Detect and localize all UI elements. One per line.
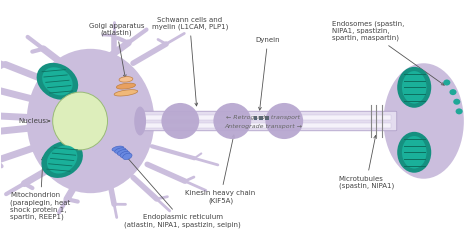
- Ellipse shape: [120, 151, 130, 158]
- Ellipse shape: [112, 146, 124, 151]
- Text: Endoplasmic reticulum
(atlastin, NIPA1, spastizin, seipin): Endoplasmic reticulum (atlastin, NIPA1, …: [124, 155, 241, 228]
- Ellipse shape: [397, 132, 431, 173]
- Text: Anterograde transport →: Anterograde transport →: [224, 124, 302, 129]
- Ellipse shape: [402, 136, 427, 168]
- Ellipse shape: [53, 92, 108, 150]
- Text: Nucleus: Nucleus: [18, 118, 50, 124]
- Ellipse shape: [402, 71, 427, 104]
- Ellipse shape: [213, 103, 251, 139]
- Ellipse shape: [27, 49, 155, 193]
- Ellipse shape: [453, 99, 460, 105]
- Text: Endosomes (spastin,
NIPA1, spastizin,
spartin, maspartin): Endosomes (spastin, NIPA1, spastizin, sp…: [331, 20, 444, 85]
- Ellipse shape: [116, 83, 136, 89]
- Ellipse shape: [41, 141, 83, 178]
- Ellipse shape: [119, 77, 133, 82]
- Ellipse shape: [265, 103, 303, 139]
- Ellipse shape: [397, 67, 431, 108]
- Text: ← Retrograde transport: ← Retrograde transport: [226, 115, 300, 120]
- Ellipse shape: [117, 150, 128, 155]
- Ellipse shape: [161, 103, 199, 139]
- Text: Kinesin heavy chain
(KIF5A): Kinesin heavy chain (KIF5A): [185, 135, 255, 204]
- Text: Mitochondrion
(paraplegin, heat
shock protein 1,
spartin, REEP1): Mitochondrion (paraplegin, heat shock pr…: [10, 157, 71, 220]
- Bar: [254, 116, 257, 120]
- Ellipse shape: [383, 63, 464, 179]
- Bar: [145, 114, 391, 120]
- Bar: [265, 116, 269, 120]
- Ellipse shape: [47, 145, 77, 174]
- FancyBboxPatch shape: [139, 111, 397, 131]
- Text: Microtubules
(spastin, NIPA1): Microtubules (spastin, NIPA1): [338, 136, 394, 189]
- Ellipse shape: [443, 79, 450, 85]
- Ellipse shape: [42, 67, 73, 95]
- Ellipse shape: [115, 148, 126, 153]
- Ellipse shape: [123, 153, 132, 159]
- Text: Dynein: Dynein: [255, 38, 280, 110]
- Bar: [259, 116, 263, 120]
- Ellipse shape: [114, 90, 138, 96]
- Text: Golgi apparatus
(atlastin): Golgi apparatus (atlastin): [89, 23, 144, 78]
- Bar: [145, 123, 391, 128]
- Ellipse shape: [456, 108, 463, 114]
- Ellipse shape: [36, 63, 78, 100]
- Ellipse shape: [134, 106, 146, 136]
- Ellipse shape: [449, 89, 456, 95]
- Text: Schwann cells and
myelin (L1CAM, PLP1): Schwann cells and myelin (L1CAM, PLP1): [152, 17, 228, 106]
